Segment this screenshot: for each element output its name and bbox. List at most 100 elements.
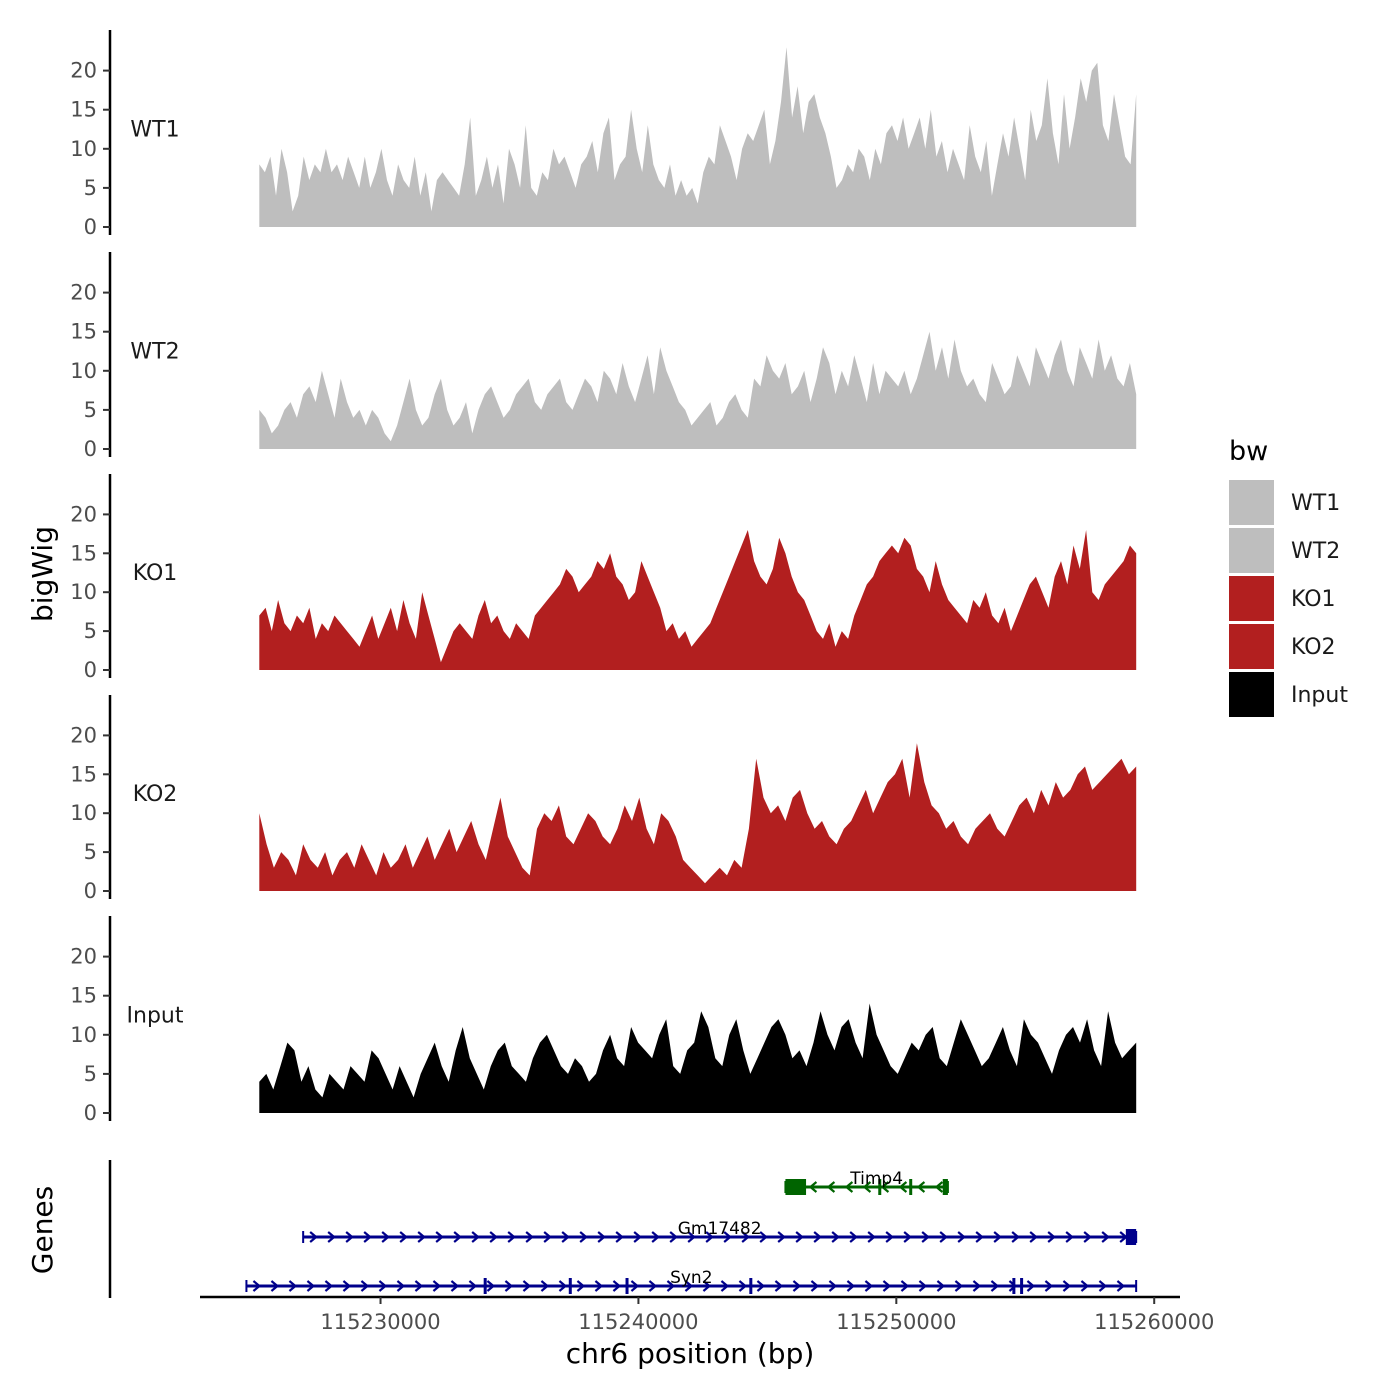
strand-chevron xyxy=(792,1280,802,1292)
y-tick-label: 0 xyxy=(84,658,97,682)
y-tick-label: 0 xyxy=(84,215,97,239)
strand-chevron xyxy=(957,1231,966,1243)
strand-chevron xyxy=(972,1280,982,1292)
strand-chevron xyxy=(1029,1231,1038,1243)
strand-chevron xyxy=(1026,1280,1036,1292)
strand-chevron xyxy=(615,1231,624,1243)
strand-chevron xyxy=(774,1280,784,1292)
y-tick-label: 5 xyxy=(84,176,97,200)
y-tick-label: 5 xyxy=(84,619,97,643)
y-axis-title: bigWig xyxy=(26,526,59,622)
y-tick-label: 15 xyxy=(70,98,97,122)
strand-chevron xyxy=(903,1231,912,1243)
y-tick-label: 20 xyxy=(70,945,97,969)
strand-chevron xyxy=(1047,1231,1056,1243)
x-axis-title: chr6 position (bp) xyxy=(566,1337,815,1370)
strand-chevron xyxy=(633,1231,642,1243)
exon xyxy=(942,1179,948,1195)
gene-gm17482: Gm17482 xyxy=(302,1219,1138,1245)
strand-chevron xyxy=(898,1181,908,1193)
strand-chevron xyxy=(252,1280,262,1292)
strand-chevron xyxy=(579,1231,588,1243)
y-tick-label: 15 xyxy=(70,984,97,1008)
strand-chevron xyxy=(309,1231,318,1243)
legend-key-ko2 xyxy=(1229,624,1274,669)
strand-chevron xyxy=(450,1280,460,1292)
strand-chevron xyxy=(270,1280,280,1292)
legend-key-wt1 xyxy=(1229,480,1274,525)
strand-chevron xyxy=(880,1181,890,1193)
strand-chevron xyxy=(381,1231,390,1243)
strand-chevron xyxy=(288,1280,298,1292)
strand-chevron xyxy=(489,1231,498,1243)
y-tick-label: 10 xyxy=(70,359,97,383)
track-label: KO2 xyxy=(133,782,178,807)
strand-chevron xyxy=(684,1280,694,1292)
y-tick-label: 10 xyxy=(70,1023,97,1047)
area-wt1 xyxy=(259,47,1137,227)
y-tick-label: 20 xyxy=(70,59,97,83)
legend-key-wt2 xyxy=(1229,528,1274,573)
strand-chevron xyxy=(846,1280,856,1292)
gene-track: Timp4 Gm17482 Syn2 xyxy=(108,1160,1138,1298)
legend-label: Input xyxy=(1291,683,1348,708)
gene-label: Timp4 xyxy=(849,1169,903,1189)
strand-chevron xyxy=(471,1231,480,1243)
legend-key-ko1 xyxy=(1229,576,1274,621)
y-tick-label: 10 xyxy=(70,801,97,825)
strand-chevron xyxy=(720,1280,730,1292)
strand-chevron xyxy=(435,1231,444,1243)
exon xyxy=(909,1179,913,1195)
legend-title: bw xyxy=(1229,436,1268,467)
strand-chevron xyxy=(916,1181,926,1193)
strand-chevron xyxy=(561,1231,570,1243)
strand-chevron xyxy=(993,1231,1002,1243)
strand-chevron xyxy=(844,1181,854,1193)
strand-chevron xyxy=(597,1231,606,1243)
x-axis: 115230000 115240000 115250000 115260000 xyxy=(200,1295,1214,1334)
strand-chevron xyxy=(399,1231,408,1243)
strand-chevron xyxy=(687,1231,696,1243)
track-wt1: 0 5 10 15 20 WT1 xyxy=(70,30,1137,239)
strand-chevron xyxy=(417,1231,426,1243)
strand-chevron xyxy=(702,1280,712,1292)
strand-chevron xyxy=(1065,1231,1074,1243)
strand-chevron xyxy=(1008,1280,1018,1292)
track-label: WT2 xyxy=(130,339,179,364)
gene-timp4: Timp4 xyxy=(784,1169,949,1195)
strand-chevron xyxy=(885,1231,894,1243)
strand-chevron xyxy=(900,1280,910,1292)
strand-chevron xyxy=(540,1280,550,1292)
y-tick-label: 20 xyxy=(70,281,97,305)
strand-chevron xyxy=(939,1231,948,1243)
y-tick-label: 10 xyxy=(70,137,97,161)
strand-chevron xyxy=(826,1181,836,1193)
exon xyxy=(785,1179,807,1195)
area-wt2 xyxy=(259,331,1137,449)
y-tick-label: 0 xyxy=(84,879,97,903)
strand-chevron xyxy=(862,1181,872,1193)
y-tick-label: 10 xyxy=(70,580,97,604)
strand-chevron xyxy=(828,1280,838,1292)
strand-chevron xyxy=(759,1231,768,1243)
strand-chevron xyxy=(921,1231,930,1243)
y-tick-label: 20 xyxy=(70,502,97,526)
genes-axis-title: Genes xyxy=(26,1186,59,1274)
strand-chevron xyxy=(363,1231,372,1243)
track-label: WT1 xyxy=(130,117,179,142)
strand-chevron xyxy=(918,1280,928,1292)
exon xyxy=(1125,1229,1137,1245)
strand-chevron xyxy=(936,1280,946,1292)
strand-chevron xyxy=(612,1280,622,1292)
strand-chevron xyxy=(378,1280,388,1292)
strand-chevron xyxy=(468,1280,478,1292)
legend-label: WT2 xyxy=(1291,539,1340,564)
y-tick-label: 0 xyxy=(84,437,97,461)
strand-chevron xyxy=(795,1231,804,1243)
y-tick-label: 15 xyxy=(70,541,97,565)
strand-chevron xyxy=(990,1280,1000,1292)
area-ko2 xyxy=(259,743,1137,891)
strand-chevron xyxy=(723,1231,732,1243)
strand-chevron xyxy=(738,1280,748,1292)
track-label: Input xyxy=(127,1003,184,1028)
